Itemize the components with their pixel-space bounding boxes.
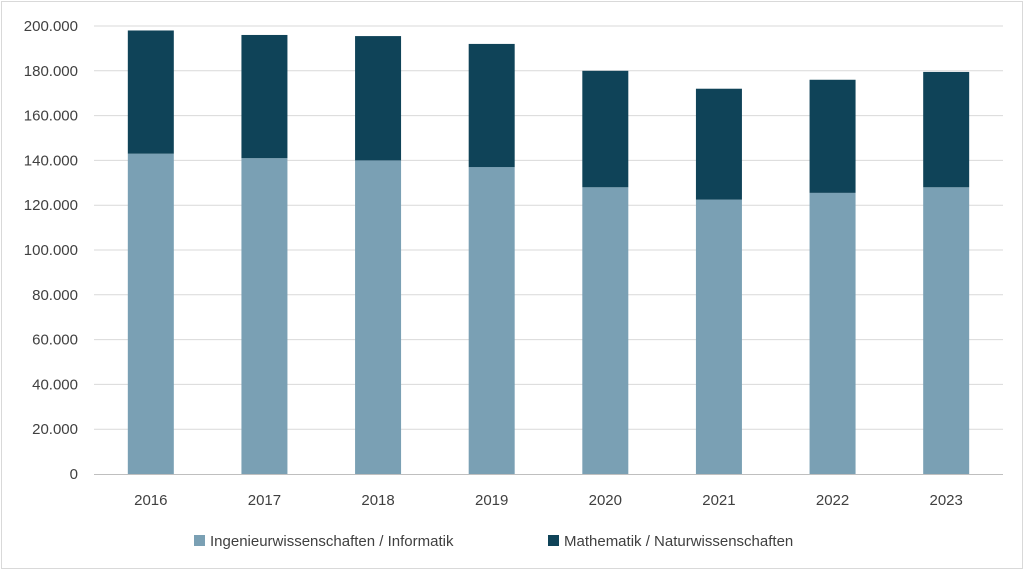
bar-mathematik-naturwissenschaften-2018 [355, 36, 402, 161]
gridlines [94, 25, 1003, 430]
legend-label-mathematik-naturwissenschaften: Mathematik / Naturwissenschaften [564, 533, 793, 550]
legend: Ingenieurwissenschaften / Informatik Math… [194, 533, 793, 550]
y-tick-label: 80.000 [32, 287, 78, 304]
y-tick-label: 140.000 [24, 152, 78, 169]
x-axis-tick-labels: 2016 2017 2018 2019 2020 2021 2022 2023 [134, 492, 963, 509]
bar-mathematik-naturwissenschaften-2021 [695, 88, 742, 200]
bars [127, 30, 970, 474]
x-tick-label: 2018 [361, 492, 394, 509]
bar-ingenieurwissenschaften-informatik-2021 [695, 199, 742, 474]
bar-ingenieurwissenschaften-informatik-2018 [355, 160, 402, 474]
x-tick-label: 2020 [589, 492, 622, 509]
x-tick-label: 2016 [134, 492, 167, 509]
bar-mathematik-naturwissenschaften-2017 [241, 34, 288, 159]
x-tick-label: 2021 [702, 492, 735, 509]
y-axis-tick-labels: 0 20.000 40.000 60.000 80.000 100.000 120.000 1… [24, 18, 78, 483]
bar-mathematik-naturwissenschaften-2020 [582, 70, 629, 188]
bar-ingenieurwissenschaften-informatik-2017 [241, 158, 288, 474]
x-tick-label: 2019 [475, 492, 508, 509]
y-tick-label: 40.000 [32, 376, 78, 393]
bar-mathematik-naturwissenschaften-2022 [809, 79, 856, 193]
bar-ingenieurwissenschaften-informatik-2016 [127, 153, 174, 474]
bar-ingenieurwissenschaften-informatik-2022 [809, 192, 856, 474]
bar-ingenieurwissenschaften-informatik-2019 [468, 167, 515, 474]
x-tick-label: 2023 [930, 492, 963, 509]
x-tick-label: 2017 [248, 492, 281, 509]
bar-ingenieurwissenschaften-informatik-2020 [582, 187, 629, 474]
y-tick-label: 200.000 [24, 18, 78, 35]
legend-swatch-mathematik-naturwissenschaften [548, 535, 559, 546]
y-tick-label: 180.000 [24, 63, 78, 80]
bar-mathematik-naturwissenschaften-2016 [127, 30, 174, 154]
legend-swatch-ingenieurwissenschaften-informatik [194, 535, 205, 546]
y-tick-label: 100.000 [24, 242, 78, 259]
y-tick-label: 120.000 [24, 197, 78, 214]
bar-ingenieurwissenschaften-informatik-2023 [923, 187, 970, 474]
y-tick-label: 60.000 [32, 332, 78, 349]
legend-label-ingenieurwissenschaften-informatik: Ingenieurwissenschaften / Informatik [210, 533, 454, 550]
bar-mathematik-naturwissenschaften-2023 [923, 71, 970, 188]
bar-mathematik-naturwissenschaften-2019 [468, 43, 515, 168]
x-tick-label: 2022 [816, 492, 849, 509]
y-tick-label: 20.000 [32, 421, 78, 438]
y-tick-label: 0 [70, 466, 78, 483]
y-tick-label: 160.000 [24, 108, 78, 125]
